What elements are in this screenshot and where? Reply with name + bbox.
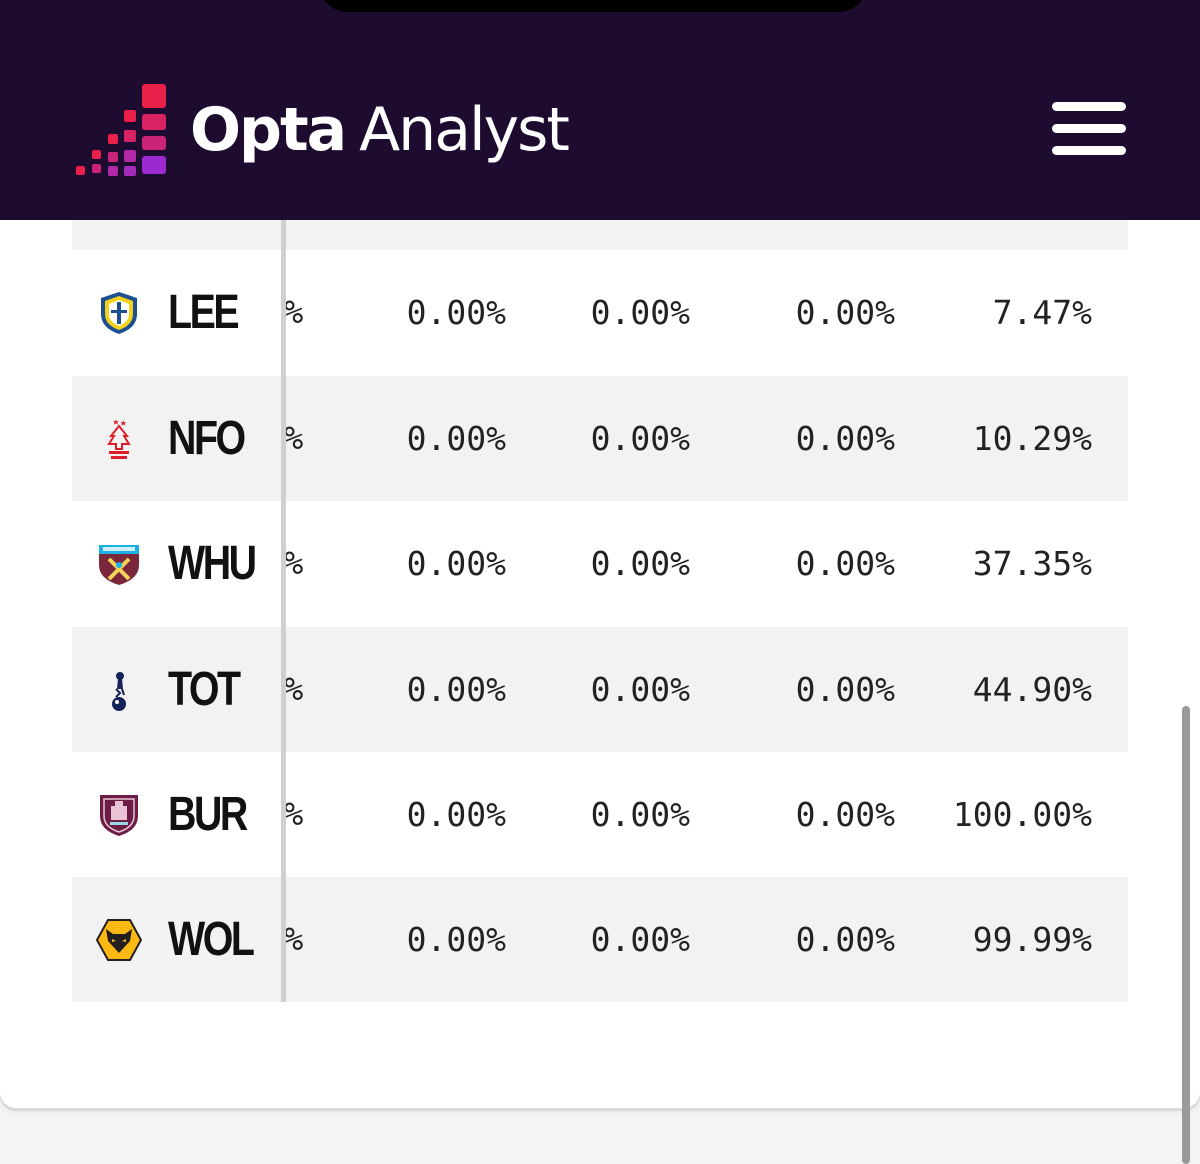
table-row-partial <box>72 220 1128 250</box>
brand-wordmark: Opta Analyst <box>190 100 570 160</box>
team-code: WHU <box>168 537 257 590</box>
table-row[interactable]: WOL % 0.00% 0.00% 0.00% 99.99% <box>72 877 1128 1002</box>
westham-crest-icon <box>96 541 142 587</box>
sticky-column-divider <box>281 220 286 1002</box>
cell-value: 100.00% <box>952 795 1092 834</box>
team-code: WOL <box>168 913 255 966</box>
cell-value: 0.00% <box>795 670 895 709</box>
opta-logo-mark-icon <box>72 80 172 180</box>
spurs-crest-icon <box>96 667 142 713</box>
cell-value: 0.00% <box>590 795 690 834</box>
cell-value: 0.00% <box>406 419 506 458</box>
team-code: BUR <box>168 788 248 841</box>
cell-truncated: % <box>284 670 304 708</box>
brand-name-bold: Opta <box>190 95 347 165</box>
cell-value: 0.00% <box>406 670 506 709</box>
cell-value: 0.00% <box>406 920 506 959</box>
cell-truncated: % <box>284 920 304 958</box>
forest-crest-icon <box>96 416 142 462</box>
cell-value: 99.99% <box>972 920 1092 959</box>
cell-truncated: % <box>284 795 304 833</box>
cell-value: 0.00% <box>590 670 690 709</box>
cell-truncated: % <box>284 419 304 457</box>
cell-value: 44.90% <box>972 670 1092 709</box>
page-scrollbar[interactable] <box>1182 706 1190 1164</box>
cell-value: 0.00% <box>590 544 690 583</box>
probability-table: LEE % 0.00% 0.00% 0.00% 7.47% NFO % 0.00… <box>72 220 1128 1002</box>
leeds-crest-icon <box>96 290 142 336</box>
table-card: LEE % 0.00% 0.00% 0.00% 7.47% NFO % 0.00… <box>0 220 1200 1108</box>
team-code: TOT <box>168 663 241 716</box>
cell-value: 37.35% <box>972 544 1092 583</box>
burnley-crest-icon <box>96 792 142 838</box>
cell-value: 0.00% <box>795 795 895 834</box>
cell-value: 0.00% <box>795 293 895 332</box>
table-row[interactable]: NFO % 0.00% 0.00% 0.00% 10.29% <box>72 376 1128 501</box>
cell-value: 0.00% <box>795 920 895 959</box>
hamburger-menu-button[interactable] <box>1052 100 1128 156</box>
cell-value: 0.00% <box>795 419 895 458</box>
wolves-crest-icon <box>95 917 143 963</box>
cell-value: 0.00% <box>590 419 690 458</box>
cell-value: 0.00% <box>590 920 690 959</box>
site-header: Opta Analyst <box>0 0 1200 220</box>
brand-name-light: Analyst <box>359 95 570 165</box>
cell-value: 0.00% <box>795 544 895 583</box>
device-notch <box>318 0 868 12</box>
table-row[interactable]: LEE % 0.00% 0.00% 0.00% 7.47% <box>72 250 1128 375</box>
table-row[interactable]: TOT % 0.00% 0.00% 0.00% 44.90% <box>72 627 1128 752</box>
cell-value: 0.00% <box>590 293 690 332</box>
cell-value: 0.00% <box>406 795 506 834</box>
hamburger-icon <box>1052 102 1126 111</box>
table-row[interactable]: BUR % 0.00% 0.00% 0.00% 100.00% <box>72 752 1128 877</box>
opta-analyst-logo[interactable]: Opta Analyst <box>72 78 612 182</box>
team-code: LEE <box>168 286 240 339</box>
cell-value: 0.00% <box>406 544 506 583</box>
cell-truncated: % <box>284 293 304 331</box>
cell-truncated: % <box>284 544 304 582</box>
cell-value: 10.29% <box>972 419 1092 458</box>
cell-value: 0.00% <box>406 293 506 332</box>
team-code: NFO <box>168 412 246 465</box>
table-row[interactable]: WHU % 0.00% 0.00% 0.00% 37.35% <box>72 501 1128 626</box>
cell-value: 7.47% <box>992 293 1092 332</box>
